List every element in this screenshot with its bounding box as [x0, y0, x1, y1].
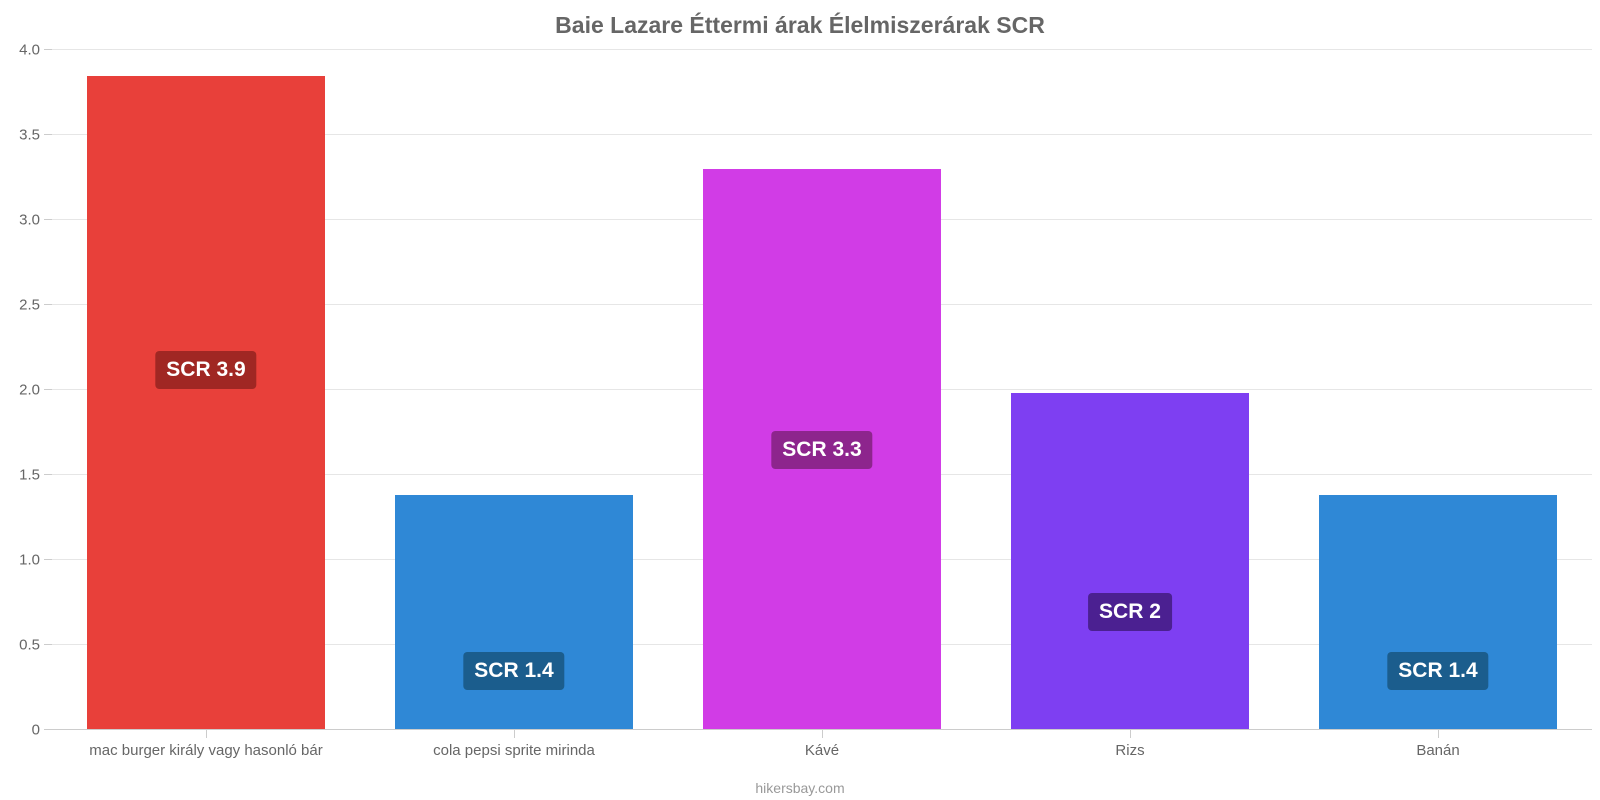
- x-axis-label: cola pepsi sprite mirinda: [433, 742, 595, 759]
- x-axis-label: Kávé: [805, 742, 839, 759]
- y-axis-label: 2.0: [19, 382, 40, 399]
- y-axis-tick: [44, 304, 52, 305]
- x-axis-label: mac burger király vagy hasonló bár: [89, 742, 322, 759]
- bars-group: SCR 3.9 SCR 1.4 SCR 3.3 SCR 2 SCR 1.4: [52, 50, 1592, 730]
- y-axis-tick: [44, 559, 52, 560]
- x-axis-tick: [1130, 730, 1131, 738]
- bar: SCR 2: [1011, 393, 1248, 730]
- x-axis-label: Rizs: [1115, 742, 1144, 759]
- chart-title: Baie Lazare Éttermi árak Élelmiszerárak …: [0, 0, 1600, 47]
- y-axis-tick: [44, 134, 52, 135]
- chart-container: Baie Lazare Éttermi árak Élelmiszerárak …: [0, 0, 1600, 800]
- y-axis-tick: [44, 219, 52, 220]
- x-axis-tick: [1438, 730, 1439, 738]
- y-axis-label: 2.5: [19, 297, 40, 314]
- y-axis-label: 3.5: [19, 127, 40, 144]
- y-axis-label: 0: [32, 722, 40, 739]
- bar: SCR 3.3: [703, 169, 940, 730]
- bar: SCR 1.4: [395, 495, 632, 730]
- bar-value-label: SCR 3.3: [771, 431, 872, 469]
- y-axis-label: 3.0: [19, 212, 40, 229]
- y-axis-label: 1.5: [19, 467, 40, 484]
- y-axis-tick: [44, 389, 52, 390]
- y-axis-tick: [44, 49, 52, 50]
- y-axis-tick: [44, 474, 52, 475]
- x-axis-tick: [206, 730, 207, 738]
- bar-value-label: SCR 1.4: [463, 652, 564, 690]
- bar-value-label: SCR 1.4: [1387, 652, 1488, 690]
- y-axis-tick: [44, 644, 52, 645]
- bar: SCR 1.4: [1319, 495, 1556, 730]
- bar-value-label: SCR 3.9: [155, 351, 256, 389]
- y-axis-label: 0.5: [19, 637, 40, 654]
- bar: SCR 3.9: [87, 76, 324, 731]
- y-axis-label: 4.0: [19, 42, 40, 59]
- y-axis-tick: [44, 729, 52, 730]
- bar-value-label: SCR 2: [1088, 593, 1172, 631]
- watermark-text: hikersbay.com: [755, 780, 844, 796]
- x-axis-tick: [514, 730, 515, 738]
- y-axis-label: 1.0: [19, 552, 40, 569]
- plot-area: SCR 3.9SCR 1.4SCR 3.3SCR 2SCR 1.4 00.51.…: [52, 50, 1592, 730]
- x-axis-label: Banán: [1416, 742, 1459, 759]
- x-axis-tick: [822, 730, 823, 738]
